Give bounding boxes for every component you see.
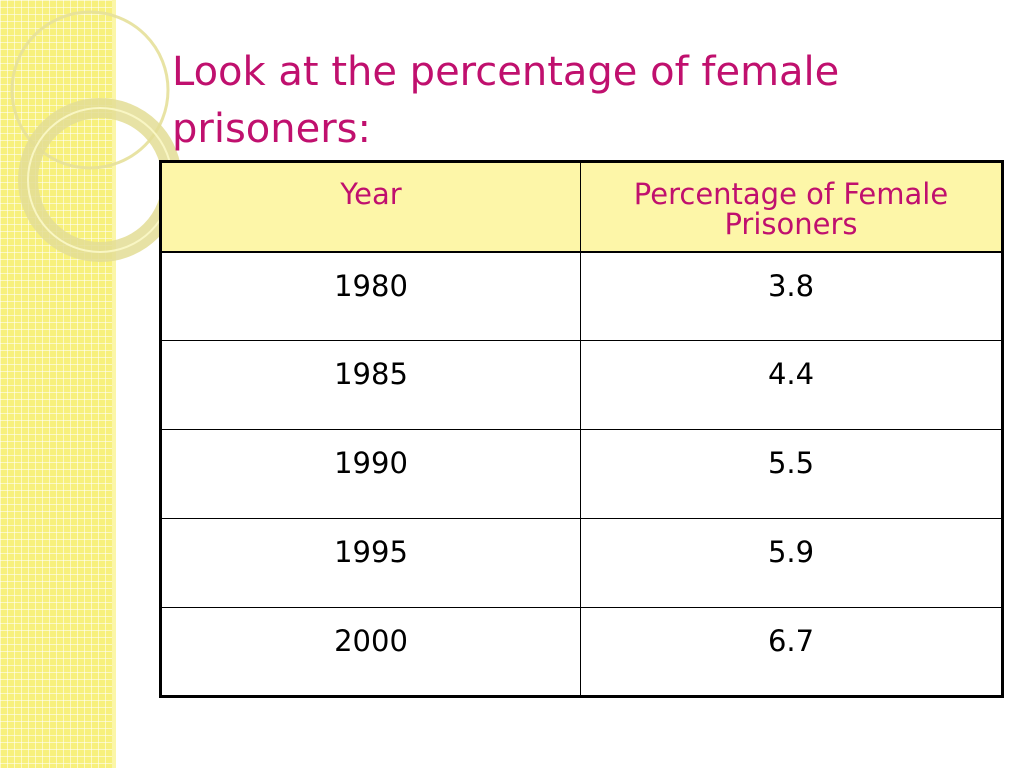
table-row: 1990 5.5 xyxy=(160,429,1003,519)
table-row: 1985 4.4 xyxy=(160,340,1003,430)
cell-year: 1985 xyxy=(160,340,581,430)
cell-percentage: 6.7 xyxy=(580,607,1003,697)
table-row: 1980 3.8 xyxy=(160,251,1003,341)
table-header-row: Year Percentage of Female Prisoners xyxy=(160,161,1003,253)
cell-percentage: 3.8 xyxy=(580,251,1003,341)
header-percentage: Percentage of Female Prisoners xyxy=(580,161,1003,253)
decorative-ring-thick-highlight xyxy=(27,107,173,253)
cell-year: 1980 xyxy=(160,251,581,341)
cell-year: 1995 xyxy=(160,518,581,608)
decorative-ring-outer xyxy=(10,10,170,170)
cell-percentage: 5.9 xyxy=(580,518,1003,608)
header-year: Year xyxy=(160,161,581,253)
side-strip-divider xyxy=(112,0,116,768)
table-row: 1995 5.9 xyxy=(160,518,1003,608)
cell-year: 2000 xyxy=(160,607,581,697)
slide-title: Look at the percentage of female prisone… xyxy=(172,49,840,152)
table-row: 2000 6.7 xyxy=(160,607,1003,697)
cell-percentage: 5.5 xyxy=(580,429,1003,519)
cell-year: 1990 xyxy=(160,429,581,519)
female-prisoners-table: Year Percentage of Female Prisoners 1980… xyxy=(159,160,1004,698)
cell-percentage: 4.4 xyxy=(580,340,1003,430)
